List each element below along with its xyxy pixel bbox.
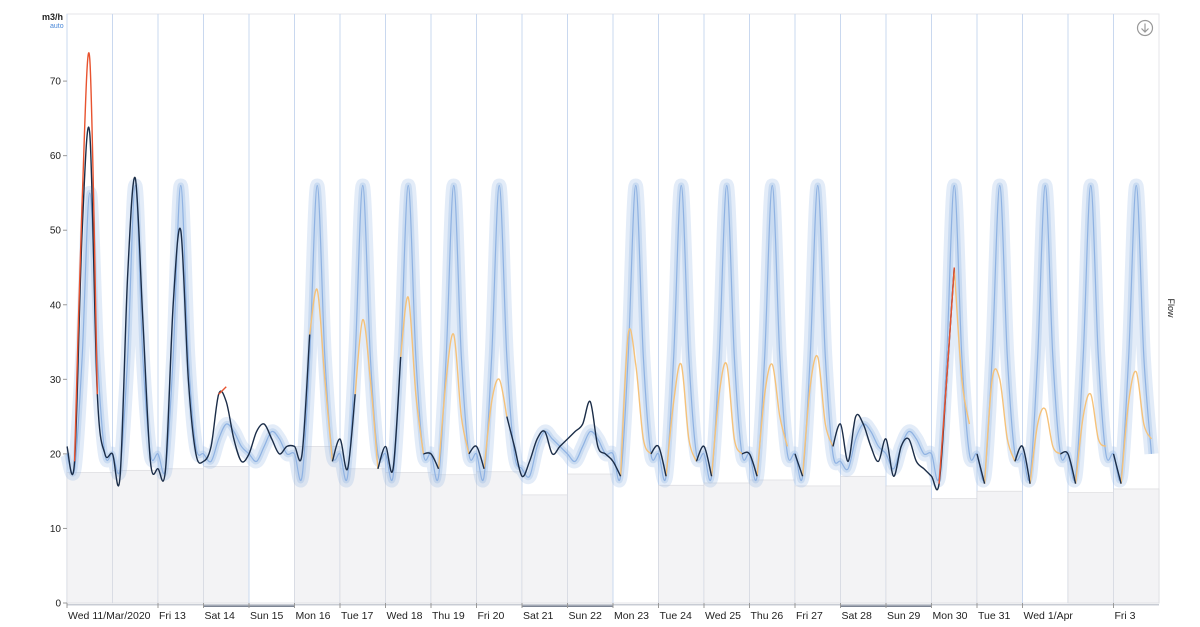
day-floor xyxy=(203,466,250,604)
day-floor xyxy=(703,482,750,604)
download-icon[interactable] xyxy=(1136,19,1154,37)
day-floor xyxy=(339,468,386,604)
day-floor xyxy=(794,485,841,604)
day-floor xyxy=(1067,492,1114,604)
y-unit: m3/h xyxy=(42,12,63,22)
download-arrow[interactable] xyxy=(1141,23,1149,33)
x-tick-label: Tue 17 xyxy=(341,610,373,622)
x-tick-label: Fri 13 xyxy=(159,610,186,622)
day-floor xyxy=(385,472,432,604)
download-button[interactable] xyxy=(1136,19,1154,37)
day-floor xyxy=(658,484,705,604)
y-tick-label: 40 xyxy=(50,300,62,311)
x-tick-label: Sat 14 xyxy=(205,610,236,622)
day-floor xyxy=(840,475,887,604)
x-tick-label: Tue 31 xyxy=(978,610,1010,622)
x-tick-label: Fri 27 xyxy=(796,610,823,622)
y-unit-note: auto xyxy=(50,23,64,30)
day-floor xyxy=(521,494,568,604)
x-tick-label: Sat 28 xyxy=(842,610,873,622)
day-floor xyxy=(1113,488,1160,604)
y-tick-label: 30 xyxy=(50,375,62,386)
x-tick-label: Tue 24 xyxy=(660,610,692,622)
y-tick-label: 10 xyxy=(50,524,62,535)
day-floor xyxy=(567,473,614,604)
x-tick-label: Wed 11/Mar/2020 xyxy=(68,610,151,622)
x-tick-label: Fri 20 xyxy=(478,610,505,622)
x-tick-label: Mon 30 xyxy=(933,610,968,622)
series-line xyxy=(308,267,1153,484)
y-axis-label: Flow xyxy=(1166,298,1176,318)
y-tick-label: 0 xyxy=(55,599,61,610)
day-floor xyxy=(157,468,204,604)
day-floor xyxy=(749,479,796,604)
day-floor xyxy=(885,485,932,604)
day-floor xyxy=(66,472,113,604)
x-tick-label: Mon 16 xyxy=(296,610,331,622)
x-tick-label: Fri 3 xyxy=(1115,610,1136,622)
x-tick-label: Sun 22 xyxy=(569,610,602,622)
x-tick-label: Sun 29 xyxy=(887,610,920,622)
x-tick-label: Sun 15 xyxy=(250,610,283,622)
y-tick-label: 60 xyxy=(50,151,62,162)
series-line xyxy=(73,52,955,484)
y-tick-label: 50 xyxy=(50,226,62,237)
y-tick-label: 20 xyxy=(50,449,62,460)
x-tick-label: Mon 23 xyxy=(614,610,649,622)
x-tick-label: Sat 21 xyxy=(523,610,554,622)
day-floor xyxy=(112,469,159,604)
y-tick-label: 70 xyxy=(50,77,62,88)
day-floor xyxy=(931,498,978,604)
x-tick-label: Wed 25 xyxy=(705,610,741,622)
x-tick-label: Wed 18 xyxy=(387,610,423,622)
x-tick-label: Thu 19 xyxy=(432,610,465,622)
day-floor xyxy=(430,474,477,604)
x-tick-label: Thu 26 xyxy=(751,610,784,622)
x-tick-label: Wed 1/Apr xyxy=(1024,610,1074,622)
day-floor xyxy=(976,490,1023,604)
day-floor xyxy=(476,471,523,604)
